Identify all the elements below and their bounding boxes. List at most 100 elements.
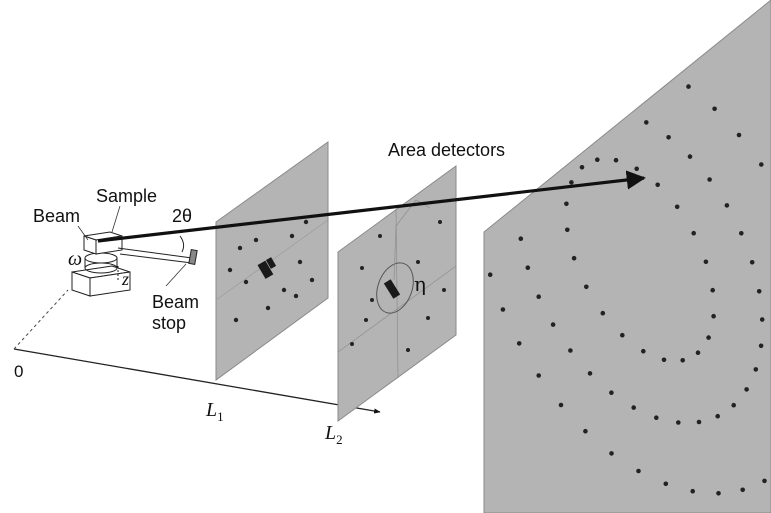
diffraction-spot (233, 317, 239, 323)
diffraction-spot (583, 428, 588, 434)
diffraction-spot (661, 357, 667, 363)
diffraction-spot (558, 402, 564, 408)
diffraction-spot (620, 332, 625, 338)
diffraction-spot (691, 230, 696, 236)
diffraction-spot (641, 348, 646, 354)
diffraction-spot (676, 420, 681, 425)
diffraction-spot (364, 318, 368, 322)
diffraction-spot (759, 162, 764, 167)
eta-label: η (414, 272, 426, 296)
sample-label: Sample (96, 186, 157, 206)
diffraction-spot (550, 322, 556, 327)
diffraction-spot (703, 259, 709, 265)
detector-panel-3 (483, 0, 771, 513)
diffraction-spot (500, 307, 506, 312)
diffraction-spot (360, 266, 364, 270)
diffraction-spot (281, 287, 287, 293)
diffraction-spot (536, 294, 541, 300)
diffraction-spot (609, 451, 614, 456)
diffraction-spot (758, 343, 764, 349)
origin-label: 0 (14, 362, 23, 381)
diffraction-spot (426, 316, 430, 320)
diffraction-spot (309, 277, 315, 283)
diffraction-spot (759, 317, 765, 322)
detector-panel-1 (215, 141, 329, 381)
diffraction-spot (654, 415, 659, 421)
diffraction-spot (237, 245, 243, 251)
diffraction-spot (525, 265, 531, 271)
two-theta-angle (179, 235, 185, 253)
diffraction-spot (350, 342, 354, 346)
diffraction-spot (739, 231, 744, 236)
diffraction-spot (724, 203, 730, 208)
diffraction-spot (579, 165, 585, 170)
diffraction-spot (243, 279, 249, 285)
diffraction-spot (634, 166, 639, 172)
diffraction-spot (584, 284, 589, 290)
diffraction-spot (370, 298, 374, 302)
area-detectors-label: Area detectors (388, 140, 505, 160)
diffraction-spot (297, 259, 303, 265)
diffraction-spot (731, 402, 736, 408)
diffraction-spot (416, 260, 420, 264)
diffraction-spot (569, 180, 574, 185)
diffraction-spot (378, 234, 382, 238)
diffraction-spot (655, 182, 660, 188)
diffraction-spot (565, 227, 570, 233)
diffraction-spot (595, 157, 600, 162)
beam-label: Beam (33, 206, 80, 226)
diffraction-spot (438, 220, 442, 224)
diffraction-spot (740, 487, 745, 493)
label-leaders (77, 205, 187, 287)
sample-stage (71, 231, 198, 297)
diffraction-spot (406, 348, 410, 352)
diffraction-spot (666, 135, 671, 140)
diffraction-spot (753, 367, 759, 372)
diffraction-spot (712, 106, 717, 112)
diffraction-spot (536, 373, 541, 378)
diffraction-spot (711, 313, 716, 319)
diffraction-spot (710, 287, 715, 293)
diffraction-spot (442, 288, 446, 292)
diffraction-spot (716, 491, 721, 496)
diffraction-spot (487, 272, 493, 278)
diffraction-spot (762, 478, 767, 484)
diffraction-spot (609, 390, 614, 396)
diffraction-spot (674, 204, 680, 210)
diffraction-spot (686, 84, 691, 89)
l1-label: L1 (205, 399, 224, 424)
detector-panel-2 (337, 165, 457, 422)
diffraction-spot (695, 350, 701, 356)
diffraction-spot (303, 219, 309, 225)
beam-stop-label-line2: stop (152, 313, 186, 333)
diffraction-spot (613, 157, 619, 163)
diffraction-spot (516, 341, 522, 346)
diffraction-spot (253, 237, 259, 243)
diffraction-spot (289, 233, 295, 239)
diffraction-spot (707, 177, 712, 182)
diffraction-spot (690, 488, 695, 494)
diffracted-beam-arrow (97, 170, 646, 243)
diffraction-spot (744, 387, 749, 392)
diffraction-spot (568, 348, 573, 353)
l2-label: L2 (324, 422, 343, 447)
diffraction-spot (663, 481, 669, 487)
diffraction-spot (571, 255, 577, 261)
two-theta-label: 2θ (172, 206, 192, 226)
diffraction-spot (293, 293, 299, 299)
diffraction-spot (680, 358, 685, 363)
diffraction-spot (749, 260, 755, 265)
diffraction-spot (715, 413, 720, 419)
diffraction-spot (687, 154, 693, 159)
diffraction-spot (518, 236, 524, 241)
diffraction-spot (600, 310, 606, 316)
diffraction-spot (736, 132, 742, 138)
diffraction-spot (227, 267, 233, 273)
diffraction-spot (696, 419, 702, 425)
beam-stop-label-line1: Beam (152, 292, 199, 312)
diffraction-spot (636, 468, 641, 474)
diffraction-spot (644, 120, 649, 125)
omega-label: ω (68, 248, 82, 270)
diffraction-spot (756, 289, 762, 294)
